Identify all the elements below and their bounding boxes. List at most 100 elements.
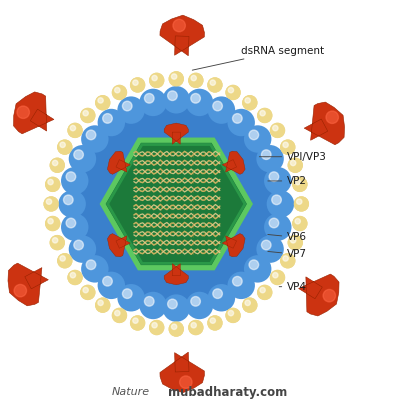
Circle shape <box>162 294 190 322</box>
Circle shape <box>55 163 62 171</box>
Circle shape <box>168 299 177 309</box>
Circle shape <box>213 83 220 90</box>
Circle shape <box>60 142 65 147</box>
Circle shape <box>49 235 65 250</box>
Circle shape <box>262 150 271 160</box>
Circle shape <box>112 85 127 100</box>
Circle shape <box>43 196 59 212</box>
Circle shape <box>267 155 279 168</box>
Circle shape <box>63 259 70 266</box>
Circle shape <box>295 218 301 224</box>
Circle shape <box>242 297 258 313</box>
Circle shape <box>298 183 305 189</box>
Circle shape <box>74 150 83 160</box>
Circle shape <box>248 101 255 108</box>
Circle shape <box>115 310 120 316</box>
Circle shape <box>61 213 88 241</box>
Circle shape <box>171 324 177 329</box>
Circle shape <box>270 270 285 285</box>
Circle shape <box>51 183 58 189</box>
Text: Nature: Nature <box>112 387 150 397</box>
Circle shape <box>98 300 103 306</box>
Circle shape <box>162 86 190 113</box>
Circle shape <box>296 199 302 204</box>
Circle shape <box>242 95 258 110</box>
Circle shape <box>79 155 92 168</box>
Circle shape <box>290 160 296 165</box>
Circle shape <box>232 114 242 123</box>
Circle shape <box>300 202 307 209</box>
Circle shape <box>70 273 76 278</box>
Circle shape <box>112 308 127 323</box>
Circle shape <box>266 190 294 218</box>
Circle shape <box>118 91 125 97</box>
Circle shape <box>73 129 80 136</box>
Circle shape <box>45 216 60 231</box>
Circle shape <box>228 87 234 93</box>
Circle shape <box>73 276 80 283</box>
Circle shape <box>57 253 72 268</box>
Circle shape <box>298 222 305 228</box>
Circle shape <box>122 101 132 111</box>
Circle shape <box>168 71 184 87</box>
Circle shape <box>242 297 258 313</box>
Circle shape <box>173 97 185 109</box>
Circle shape <box>83 287 88 293</box>
Circle shape <box>81 125 109 153</box>
Circle shape <box>245 98 250 103</box>
Circle shape <box>133 318 138 323</box>
Circle shape <box>262 240 271 250</box>
Text: VP7: VP7 <box>268 249 307 260</box>
Circle shape <box>280 253 295 268</box>
Circle shape <box>191 94 200 103</box>
Circle shape <box>294 241 301 248</box>
Circle shape <box>69 97 283 311</box>
Polygon shape <box>8 263 48 306</box>
Circle shape <box>130 315 145 331</box>
Circle shape <box>168 91 177 100</box>
Circle shape <box>130 77 145 93</box>
Circle shape <box>150 302 162 315</box>
Circle shape <box>238 119 250 132</box>
Circle shape <box>49 158 65 173</box>
Circle shape <box>49 235 65 250</box>
Circle shape <box>46 199 52 204</box>
Circle shape <box>290 160 296 165</box>
Circle shape <box>149 320 164 335</box>
Polygon shape <box>100 137 253 270</box>
Circle shape <box>213 83 220 90</box>
Circle shape <box>95 95 111 110</box>
Circle shape <box>98 272 125 299</box>
Circle shape <box>273 273 278 278</box>
Circle shape <box>194 326 201 333</box>
Circle shape <box>155 326 162 333</box>
Circle shape <box>257 285 273 300</box>
Circle shape <box>263 291 270 297</box>
Circle shape <box>191 323 196 328</box>
Circle shape <box>294 163 301 171</box>
Circle shape <box>249 130 259 140</box>
Circle shape <box>46 199 52 204</box>
Circle shape <box>133 80 138 85</box>
Circle shape <box>136 83 143 90</box>
Circle shape <box>248 101 255 108</box>
Circle shape <box>118 314 125 320</box>
Circle shape <box>51 222 58 228</box>
Circle shape <box>260 287 265 293</box>
Circle shape <box>61 167 88 194</box>
Circle shape <box>242 95 258 110</box>
Circle shape <box>55 241 62 248</box>
Circle shape <box>108 282 121 294</box>
Circle shape <box>70 273 76 278</box>
Circle shape <box>95 95 111 110</box>
Circle shape <box>191 75 196 81</box>
Circle shape <box>171 74 177 79</box>
Circle shape <box>69 235 96 263</box>
Circle shape <box>264 213 292 241</box>
Circle shape <box>92 266 104 278</box>
Circle shape <box>264 167 292 194</box>
Circle shape <box>86 291 93 297</box>
Circle shape <box>122 289 132 299</box>
Circle shape <box>257 285 273 300</box>
Circle shape <box>256 145 284 173</box>
